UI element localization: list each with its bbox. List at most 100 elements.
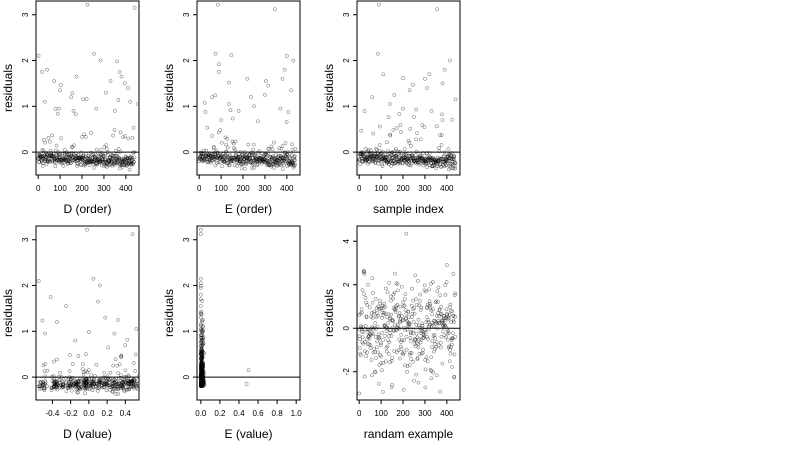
scatter-point	[434, 166, 438, 170]
scatter-point	[56, 158, 60, 162]
scatter-point	[407, 153, 412, 158]
scatter-point	[217, 160, 222, 165]
scatter-point	[394, 153, 398, 158]
scatter-point	[127, 379, 132, 384]
scatter-point	[110, 389, 115, 394]
scatter-point	[123, 81, 127, 86]
scatter-point	[414, 137, 418, 142]
scatter-point	[439, 304, 444, 309]
scatter-point	[41, 161, 45, 166]
scatter-point	[404, 334, 409, 339]
scatter-point	[367, 342, 372, 347]
scatter-point	[37, 160, 42, 164]
scatter-point	[273, 158, 278, 163]
scatter-point	[110, 385, 114, 390]
scatter-point	[423, 77, 427, 81]
scatter-point	[384, 349, 389, 354]
scatter-point	[401, 76, 406, 80]
y-tick-label: 2	[182, 58, 191, 63]
scatter-point	[414, 149, 419, 154]
scatter-point	[413, 338, 417, 343]
scatter-point	[400, 351, 405, 356]
scatter-point	[417, 352, 422, 356]
scatter-point	[43, 99, 47, 104]
scatter-point	[250, 166, 254, 170]
scatter-point	[419, 331, 424, 335]
scatter-point	[55, 381, 59, 386]
scatter-point	[94, 147, 99, 152]
scatter-point	[123, 134, 127, 138]
scatter-point	[94, 106, 99, 111]
scatter-point	[412, 378, 416, 383]
scatter-point	[444, 280, 449, 284]
scatter-point	[40, 164, 45, 168]
scatter-point	[132, 160, 136, 164]
scatter-point	[379, 341, 383, 346]
scatter-point	[119, 74, 124, 79]
scatter-point	[114, 383, 119, 388]
scatter-point	[374, 327, 379, 331]
scatter-point	[249, 150, 254, 155]
scatter-point	[235, 163, 240, 168]
scatter-point	[452, 293, 457, 298]
scatter-point	[425, 306, 429, 310]
scatter-point	[409, 161, 414, 166]
scatter-point	[431, 324, 436, 328]
scatter-point	[443, 283, 448, 287]
scatter-point	[199, 357, 204, 361]
scatter-point	[414, 107, 419, 112]
scatter-point	[416, 323, 421, 328]
scatter-point	[447, 344, 452, 349]
scatter-point	[230, 139, 235, 144]
scatter-point	[372, 154, 377, 158]
scatter-point	[389, 312, 394, 317]
scatter-point	[102, 370, 106, 375]
scatter-point	[37, 386, 42, 391]
scatter-point	[425, 302, 430, 307]
scatter-point	[72, 379, 77, 383]
scatter-point	[113, 357, 118, 362]
scatter-point	[291, 162, 296, 167]
scatter-point	[401, 304, 406, 309]
scatter-point	[133, 369, 137, 373]
scatter-point	[396, 288, 400, 293]
scatter-point	[64, 304, 68, 308]
scatter-point	[277, 159, 282, 163]
scatter-point	[440, 81, 445, 86]
scatter-point	[94, 162, 99, 166]
scatter-point	[263, 93, 267, 97]
scatter-point	[363, 296, 368, 300]
scatter-point	[403, 308, 408, 312]
scatter-point	[223, 153, 228, 158]
scatter-point	[357, 334, 362, 339]
scatter-point	[431, 307, 435, 312]
scatter-point	[391, 329, 396, 334]
scatter-point	[364, 300, 369, 305]
scatter-point	[198, 285, 203, 290]
scatter-point	[50, 159, 55, 164]
scatter-point	[380, 164, 385, 168]
scatter-point	[200, 320, 204, 324]
y-tick-label: 0	[21, 374, 30, 379]
scatter-point	[389, 385, 394, 390]
scatter-point	[386, 320, 391, 325]
scatter-point	[359, 353, 363, 358]
scatter-point	[124, 385, 128, 390]
scatter-point	[367, 305, 372, 310]
scatter-point	[74, 382, 79, 387]
scatter-point	[427, 287, 431, 292]
x-tick-label: 400	[280, 184, 294, 193]
y-axis-label: residuals	[162, 64, 176, 112]
scatter-point	[393, 308, 398, 313]
scatter-point	[201, 381, 205, 385]
scatter-point	[398, 123, 403, 127]
scatter-point	[99, 163, 104, 168]
scatter-point	[129, 163, 134, 167]
scatter-point	[359, 128, 364, 133]
scatter-point	[365, 303, 370, 307]
scatter-point	[370, 95, 375, 99]
y-axis-label: residuals	[1, 64, 15, 112]
scatter-point	[199, 328, 204, 332]
scatter-point	[69, 161, 73, 165]
scatter-point	[366, 282, 370, 287]
